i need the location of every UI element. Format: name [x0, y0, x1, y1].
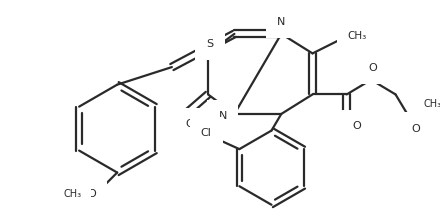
Text: O: O	[185, 119, 194, 129]
Text: CH₃: CH₃	[63, 189, 81, 199]
Text: S: S	[206, 39, 213, 49]
Text: Cl: Cl	[201, 129, 212, 138]
Text: N: N	[277, 17, 286, 27]
Text: CH₃: CH₃	[424, 99, 440, 109]
Text: CH₃: CH₃	[348, 31, 367, 41]
Text: N: N	[219, 111, 227, 121]
Text: O: O	[88, 189, 96, 199]
Text: O: O	[412, 124, 421, 134]
Text: O: O	[369, 63, 378, 73]
Text: O: O	[352, 121, 361, 131]
